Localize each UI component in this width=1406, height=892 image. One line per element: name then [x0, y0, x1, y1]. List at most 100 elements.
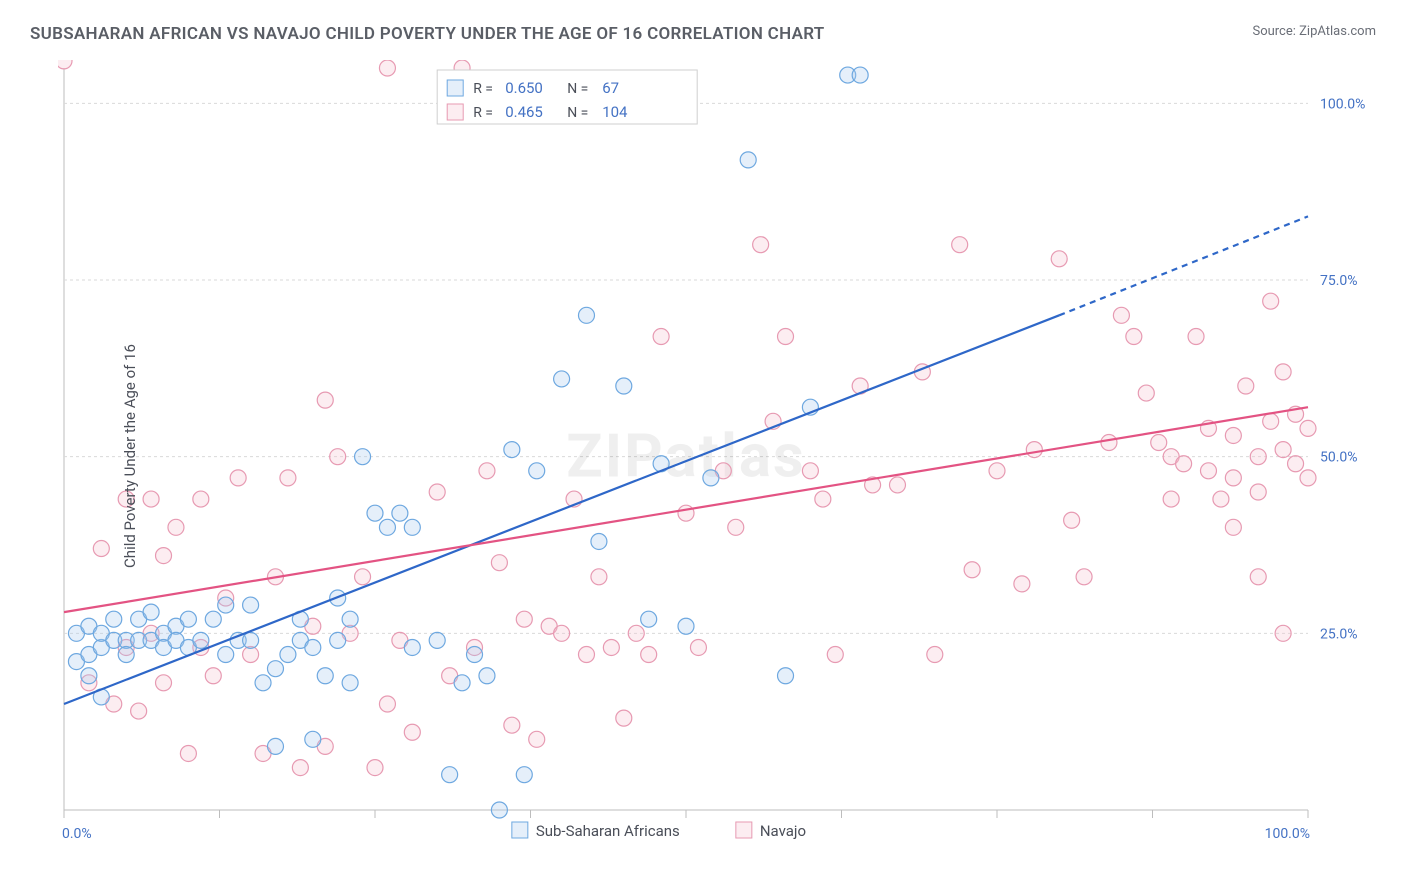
data-point	[305, 639, 321, 655]
data-point	[218, 647, 234, 663]
data-point	[193, 491, 209, 507]
data-point	[1126, 329, 1142, 345]
data-point	[429, 484, 445, 500]
data-point	[1275, 364, 1291, 380]
series-name: Sub-Saharan Africans	[536, 822, 680, 840]
data-point	[1026, 442, 1042, 458]
x-tick-label: 100.0%	[1265, 826, 1310, 842]
data-point	[143, 604, 159, 620]
data-point	[989, 463, 1005, 479]
data-point	[379, 696, 395, 712]
data-point	[106, 611, 122, 627]
data-point	[317, 668, 333, 684]
data-point	[964, 562, 980, 578]
data-point	[355, 449, 371, 465]
legend-swatch	[736, 822, 752, 838]
data-point	[952, 237, 968, 253]
data-point	[641, 647, 657, 663]
data-point	[81, 668, 97, 684]
chart-source: Source: ZipAtlas.com	[1252, 24, 1376, 39]
data-point	[504, 442, 520, 458]
data-point	[1263, 413, 1279, 429]
data-point	[1213, 491, 1229, 507]
data-point	[404, 519, 420, 535]
y-tick-label: 75.0%	[1320, 273, 1358, 289]
data-point	[1225, 470, 1241, 486]
chart-title: SUBSAHARAN AFRICAN VS NAVAJO CHILD POVER…	[30, 24, 825, 44]
data-point	[1138, 385, 1154, 401]
data-point	[927, 647, 943, 663]
data-point	[58, 60, 72, 69]
data-point	[1176, 456, 1192, 472]
data-point	[591, 533, 607, 549]
data-point	[1250, 569, 1266, 585]
data-point	[1225, 519, 1241, 535]
data-point	[118, 647, 134, 663]
data-point	[1113, 307, 1129, 323]
data-point	[442, 767, 458, 783]
data-point	[815, 491, 831, 507]
data-point	[1250, 449, 1266, 465]
data-point	[479, 668, 495, 684]
data-point	[255, 675, 271, 691]
data-point	[578, 307, 594, 323]
data-point	[591, 569, 607, 585]
data-point	[330, 449, 346, 465]
data-point	[292, 760, 308, 776]
data-point	[753, 237, 769, 253]
legend-n-value: 104	[602, 103, 628, 121]
data-point	[230, 470, 246, 486]
data-point	[342, 611, 358, 627]
data-point	[554, 625, 570, 641]
legend-n-label: N =	[567, 81, 588, 97]
data-point	[778, 668, 794, 684]
data-point	[168, 519, 184, 535]
data-point	[156, 548, 172, 564]
data-point	[355, 569, 371, 585]
data-point	[156, 675, 172, 691]
data-point	[703, 470, 719, 486]
legend-n-value: 67	[602, 79, 619, 97]
data-point	[1188, 329, 1204, 345]
legend-swatch	[512, 822, 528, 838]
data-point	[1300, 420, 1316, 436]
data-point	[653, 329, 669, 345]
data-point	[367, 760, 383, 776]
data-point	[180, 745, 196, 761]
data-point	[802, 463, 818, 479]
data-point	[1250, 484, 1266, 500]
data-point	[1238, 378, 1254, 394]
data-point	[280, 470, 296, 486]
data-point	[678, 618, 694, 634]
data-point	[330, 632, 346, 648]
data-point	[1163, 491, 1179, 507]
data-point	[616, 378, 632, 394]
data-point	[740, 152, 756, 168]
y-axis-label: Child Poverty Under the Age of 16	[121, 344, 139, 568]
legend-r-value: 0.465	[505, 103, 543, 121]
chart-area: Child Poverty Under the Age of 16 25.0%5…	[58, 60, 1386, 852]
legend-n-label: N =	[567, 105, 588, 121]
data-point	[554, 371, 570, 387]
data-point	[778, 329, 794, 345]
data-point	[131, 703, 147, 719]
data-point	[852, 67, 868, 83]
data-point	[143, 491, 159, 507]
data-point	[479, 463, 495, 479]
data-point	[404, 639, 420, 655]
data-point	[180, 611, 196, 627]
data-point	[267, 738, 283, 754]
data-point	[1151, 435, 1167, 451]
data-point	[429, 632, 445, 648]
data-point	[1300, 470, 1316, 486]
data-point	[392, 505, 408, 521]
data-point	[205, 668, 221, 684]
legend-r-label: R =	[473, 105, 493, 121]
data-point	[603, 639, 619, 655]
data-point	[491, 555, 507, 571]
data-point	[379, 519, 395, 535]
data-point	[267, 661, 283, 677]
data-point	[1288, 456, 1304, 472]
data-point	[1051, 251, 1067, 267]
data-point	[616, 710, 632, 726]
